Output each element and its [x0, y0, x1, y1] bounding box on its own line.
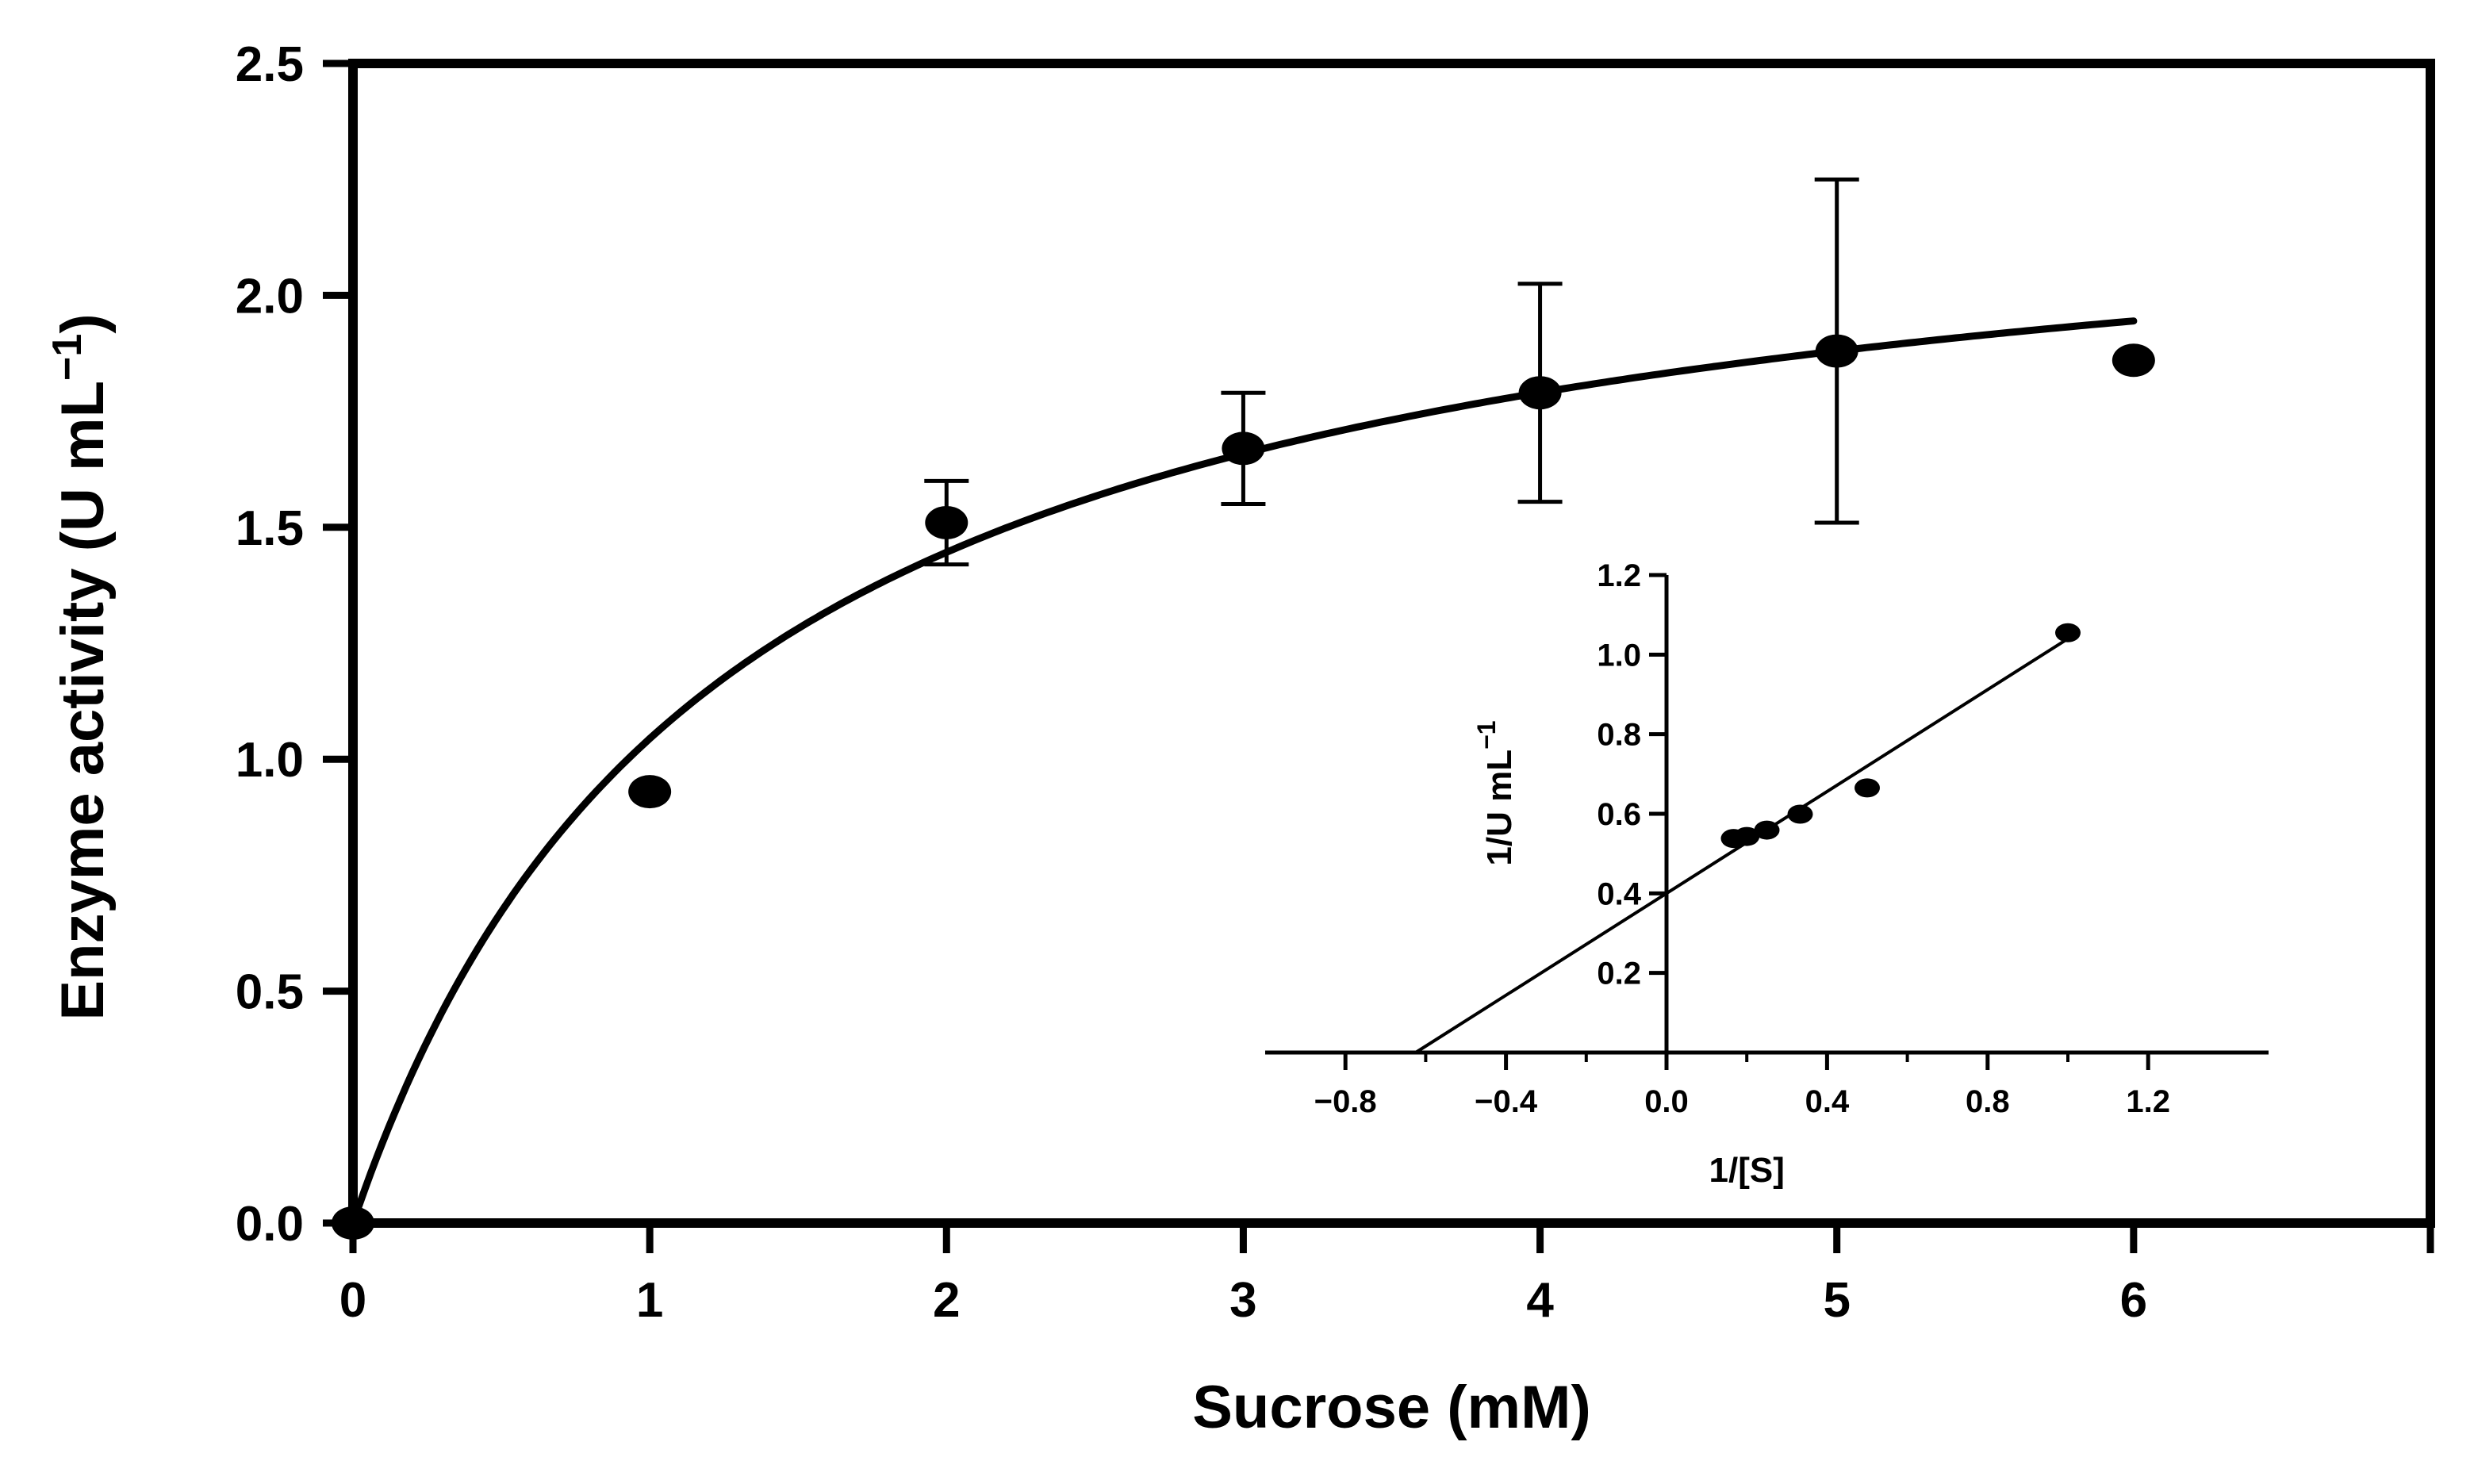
main-data-point	[925, 505, 969, 539]
inset-y-tick-label: 0.2	[1597, 957, 1641, 991]
main-data-point	[332, 1206, 374, 1240]
inset-x-tick-label: −0.8	[1314, 1084, 1377, 1119]
main-y-tick-label: 0.0	[236, 1197, 304, 1252]
inset-x-tick-label: 0.8	[1966, 1084, 2010, 1119]
main-y-tick-label: 2.5	[236, 37, 304, 92]
main-x-tick-label: 5	[1823, 1273, 1850, 1328]
inset-x-tick-label: −0.4	[1475, 1084, 1538, 1119]
main-data-point	[2112, 343, 2155, 378]
main-x-tick-label: 4	[1526, 1273, 1554, 1328]
main-y-tick-label: 1.5	[236, 501, 304, 556]
inset-y-ticks: 0.2 0.4 0.6 0.8 1.0 1.2	[1597, 558, 1667, 991]
inset-y-tick-label: 0.8	[1597, 718, 1641, 753]
inset-y-axis-title: 1/U mL−1	[1472, 720, 1519, 865]
main-y-axis-title-text: Enzyme activity (U mL	[49, 381, 117, 1021]
main-x-axis-title: Sucrose (mM)	[1192, 1374, 1591, 1441]
inset-y-tick-label: 1.0	[1597, 638, 1641, 673]
main-x-ticks: 0 1 2 3 4 5 6	[339, 1223, 2434, 1328]
main-y-tick-label: 0.5	[236, 965, 304, 1020]
main-plot-frame	[348, 59, 2435, 1228]
inset-x-tick-label: 0.4	[1805, 1084, 1850, 1119]
inset-data-point	[1787, 804, 1813, 824]
inset-y-tick-label: 1.2	[1597, 558, 1641, 593]
inset-x-ticks: −0.8 −0.4 0.0 0.4 0.8 1.2	[1314, 1053, 2170, 1119]
inset-y-axis-title-superscript: −1	[1472, 720, 1501, 749]
inset-data-point	[2055, 623, 2081, 642]
main-data-point	[1222, 431, 1265, 466]
main-y-tick-label: 1.0	[236, 733, 304, 788]
main-plot-border	[348, 59, 2435, 1228]
inset-x-tick-label: 1.2	[2126, 1084, 2170, 1119]
inset-x-axis-title: 1/[S]	[1709, 1151, 1785, 1190]
main-x-tick-label: 3	[1229, 1273, 1256, 1328]
inset-y-axis-title-text: 1/U mL	[1480, 750, 1519, 866]
main-data-points	[332, 334, 2155, 1240]
main-y-axis-title-superscript: −1	[44, 334, 90, 381]
main-x-tick-label: 1	[636, 1273, 663, 1328]
main-data-point	[1815, 334, 1858, 368]
inset-data-point	[1754, 820, 1780, 840]
inset-x-tick-label: 0.0	[1644, 1084, 1689, 1119]
inset-plot: −0.8 −0.4 0.0 0.4 0.8 1.2 0.20.40.60.81.01.2 …	[1265, 558, 2269, 1190]
main-y-tick-label: 2.0	[236, 269, 304, 324]
main-y-axis-title: Enzyme activity (U mL−1)	[44, 313, 117, 1020]
main-x-tick-label: 6	[2120, 1273, 2147, 1328]
main-y-axis-title-close: )	[49, 313, 117, 333]
inset-axes	[1265, 575, 2269, 1055]
main-x-tick-label: 0	[339, 1273, 366, 1328]
inset-data-points	[1720, 623, 2081, 849]
inset-y-tick-label: 0.6	[1597, 797, 1641, 832]
inset-data-point	[1855, 778, 1880, 798]
inset-y-tick-label: 0.4	[1597, 876, 1641, 911]
main-data-point	[628, 775, 672, 809]
main-y-ticks: 0.0 0.5 1.0 1.5 2.0 2.5	[236, 37, 353, 1252]
inset-data-point	[1734, 826, 1760, 846]
main-data-point	[1518, 376, 1562, 410]
main-x-tick-label: 2	[933, 1273, 960, 1328]
